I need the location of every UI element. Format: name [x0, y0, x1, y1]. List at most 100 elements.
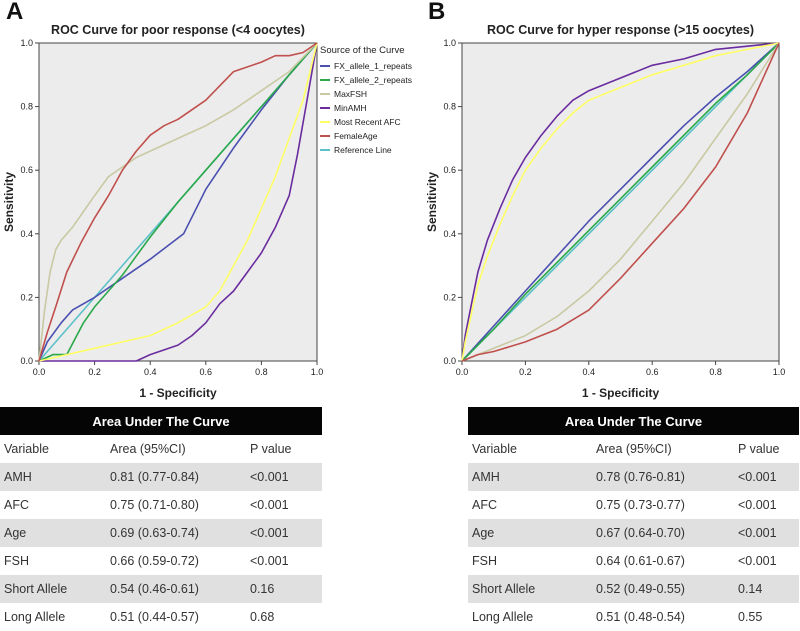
p-value-cell: <0.001: [246, 547, 322, 575]
table-row: Short Allele 0.52 (0.49-0.55) 0.14: [468, 575, 799, 603]
series-line-maxfsh: [461, 42, 780, 362]
auc-table-hyper-response: Area Under The Curve Variable Area (95%C…: [468, 407, 799, 631]
x-axis-label: 1 - Specificity: [139, 386, 217, 400]
x-tick-label: 0.8: [709, 367, 722, 377]
p-value-cell: 0.55: [734, 603, 799, 631]
table-caption: Area Under The Curve: [468, 407, 799, 435]
variable-cell: Long Allele: [468, 603, 592, 631]
series-line-fx-allele-1-repeats: [38, 42, 318, 362]
table-row: Age 0.69 (0.63-0.74) <0.001: [0, 519, 322, 547]
x-tick-label: 0.4: [144, 367, 157, 377]
series-line-maxfsh: [38, 42, 318, 362]
legend-item-label: MinAMH: [334, 103, 367, 113]
area-cell: 0.51 (0.48-0.54): [592, 603, 734, 631]
series-line-most-recent-afc: [38, 42, 318, 362]
x-tick-label: 0.0: [33, 367, 46, 377]
y-tick-label: 0.6: [443, 165, 456, 175]
area-cell: 0.51 (0.44-0.57): [106, 603, 246, 631]
x-axis-label: 1 - Specificity: [582, 386, 660, 400]
roc-chart-poor-response: ROC Curve for poor response (<4 oocytes)…: [2, 23, 412, 400]
legend-item-label: FemaleAge: [334, 131, 378, 141]
column-header-area: Area (95%CI): [592, 435, 734, 463]
legend-item-label: FX_allele_1_repeats: [334, 61, 412, 71]
x-tick-label: 0.6: [646, 367, 659, 377]
area-cell: 0.64 (0.61-0.67): [592, 547, 734, 575]
area-cell: 0.75 (0.71-0.80): [106, 491, 246, 519]
table-row: AFC 0.75 (0.71-0.80) <0.001: [0, 491, 322, 519]
y-axis-label: Sensitivity: [425, 172, 439, 232]
p-value-cell: <0.001: [734, 491, 799, 519]
auc-table-poor-response: Area Under The Curve Variable Area (95%C…: [0, 407, 322, 631]
series-line-most-recent-afc: [461, 42, 780, 362]
variable-cell: Age: [0, 519, 106, 547]
variable-cell: FSH: [0, 547, 106, 575]
p-value-cell: <0.001: [734, 519, 799, 547]
variable-cell: Short Allele: [0, 575, 106, 603]
x-tick-label: 0.6: [200, 367, 213, 377]
variable-cell: Long Allele: [0, 603, 106, 631]
legend-item-label: Reference Line: [334, 145, 392, 155]
variable-cell: FSH: [468, 547, 592, 575]
x-tick-label: 0.8: [255, 367, 268, 377]
series-line-femaleage: [461, 42, 780, 362]
legend-item-label: Most Recent AFC: [334, 117, 401, 127]
series-line-fx-allele-1-repeats: [461, 42, 780, 362]
y-tick-label: 0.2: [443, 292, 456, 302]
p-value-cell: <0.001: [246, 491, 322, 519]
area-cell: 0.67 (0.64-0.70): [592, 519, 734, 547]
variable-cell: AFC: [468, 491, 592, 519]
panel-letter-a: A: [6, 0, 24, 25]
panel-letter-b: B: [428, 0, 446, 25]
chart-title: ROC Curve for hyper response (>15 oocyte…: [487, 23, 754, 37]
table-row: Short Allele 0.54 (0.46-0.61) 0.16: [0, 575, 322, 603]
series-line-minamh: [39, 42, 318, 362]
table-header-row: Variable Area (95%CI) P value: [468, 435, 799, 463]
y-tick-label: 0.0: [443, 356, 456, 366]
x-tick-label: 1.0: [773, 367, 786, 377]
table-row: FSH 0.66 (0.59-0.72) <0.001: [0, 547, 322, 575]
charts-area: A B ROC Curve for poor response (<4 oocy…: [2, 0, 786, 400]
table-row: FSH 0.64 (0.61-0.67) <0.001: [468, 547, 799, 575]
y-tick-label: 0.4: [443, 229, 456, 239]
y-tick-label: 0.8: [20, 102, 33, 112]
area-cell: 0.81 (0.77-0.84): [106, 463, 246, 491]
variable-cell: AMH: [0, 463, 106, 491]
y-tick-label: 1.0: [443, 38, 456, 48]
series-line-femaleage: [38, 42, 318, 362]
y-axis-label: Sensitivity: [2, 172, 16, 232]
variable-cell: Short Allele: [468, 575, 592, 603]
p-value-cell: 0.14: [734, 575, 799, 603]
table-row: Long Allele 0.51 (0.48-0.54) 0.55: [468, 603, 799, 631]
y-tick-label: 0.6: [20, 165, 33, 175]
variable-cell: Age: [468, 519, 592, 547]
roc-chart-hyper-response: ROC Curve for hyper response (>15 oocyte…: [425, 23, 786, 400]
y-tick-label: 0.0: [20, 356, 33, 366]
area-cell: 0.54 (0.46-0.61): [106, 575, 246, 603]
y-tick-label: 0.2: [20, 292, 33, 302]
x-tick-label: 1.0: [311, 367, 324, 377]
table-row: AMH 0.78 (0.76-0.81) <0.001: [468, 463, 799, 491]
column-header-variable: Variable: [468, 435, 592, 463]
x-tick-label: 0.2: [88, 367, 101, 377]
p-value-cell: 0.68: [246, 603, 322, 631]
series-line-minamh: [461, 42, 780, 362]
p-value-cell: 0.16: [246, 575, 322, 603]
variable-cell: AFC: [0, 491, 106, 519]
column-header-variable: Variable: [0, 435, 106, 463]
p-value-cell: <0.001: [246, 519, 322, 547]
table-row: Age 0.67 (0.64-0.70) <0.001: [468, 519, 799, 547]
column-header-p-value: P value: [246, 435, 322, 463]
series-line-fx-allele-2-repeats: [461, 42, 780, 362]
area-cell: 0.52 (0.49-0.55): [592, 575, 734, 603]
y-tick-label: 0.8: [443, 102, 456, 112]
column-header-area: Area (95%CI): [106, 435, 246, 463]
area-cell: 0.69 (0.63-0.74): [106, 519, 246, 547]
area-cell: 0.75 (0.73-0.77): [592, 491, 734, 519]
x-tick-label: 0.4: [583, 367, 596, 377]
variable-cell: AMH: [468, 463, 592, 491]
series-line-fx-allele-2-repeats: [38, 42, 318, 362]
p-value-cell: <0.001: [734, 463, 799, 491]
y-tick-label: 1.0: [20, 38, 33, 48]
p-value-cell: <0.001: [246, 463, 322, 491]
area-cell: 0.66 (0.59-0.72): [106, 547, 246, 575]
